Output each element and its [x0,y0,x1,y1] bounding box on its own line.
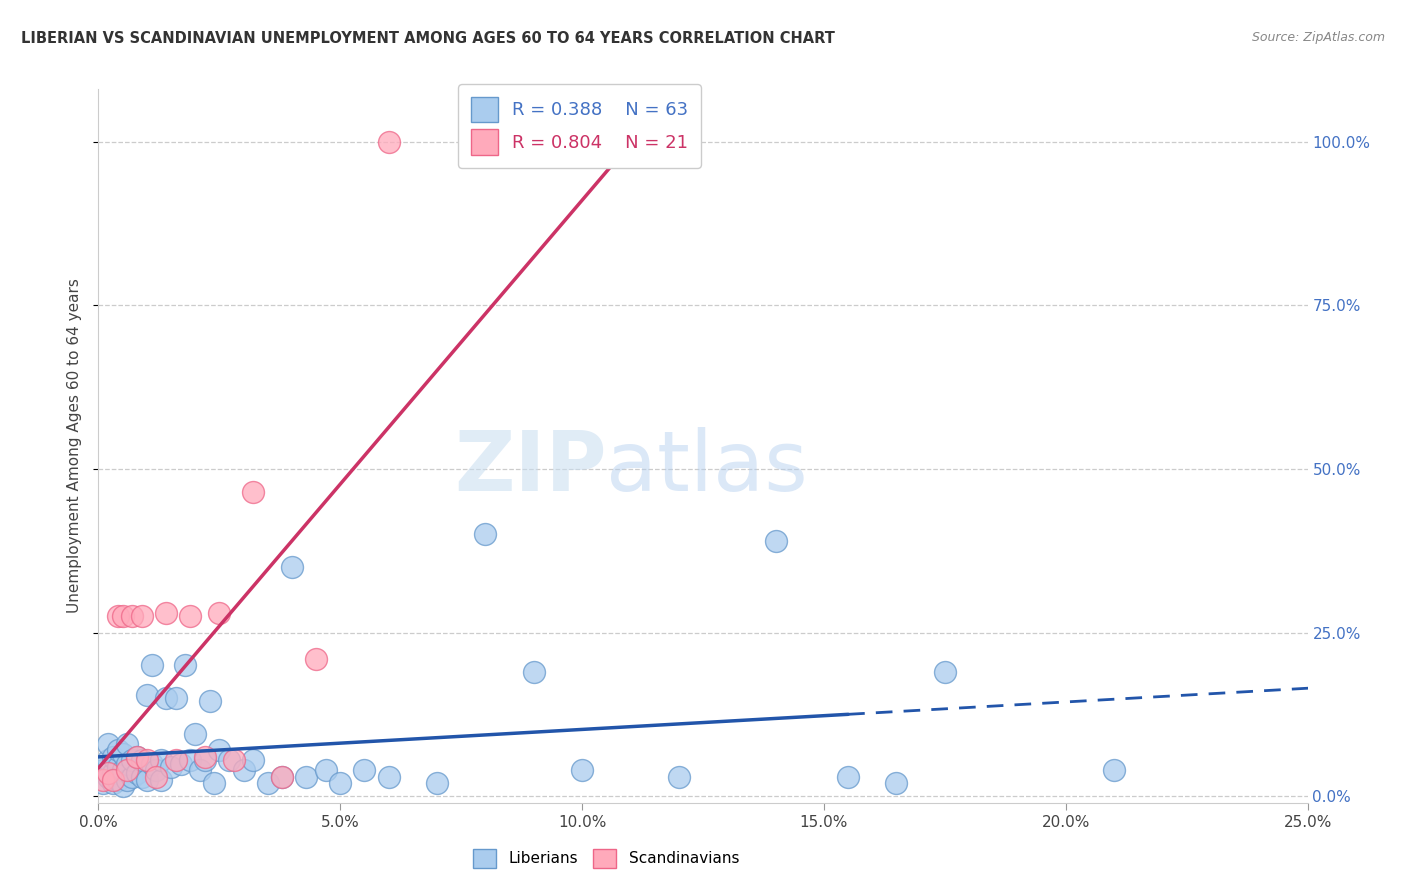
Point [208,606,231,620]
Point [135,688,157,702]
Point [837,770,859,784]
Point [377,770,399,784]
Point [179,753,201,767]
Point [111,763,134,777]
Point [141,658,163,673]
Text: atlas: atlas [606,427,808,508]
Point [165,691,187,706]
Point [127,766,149,780]
Y-axis label: Unemployment Among Ages 60 to 64 years: Unemployment Among Ages 60 to 64 years [67,278,83,614]
Point [145,763,167,777]
Point [377,135,399,149]
Point [179,609,201,624]
Point [117,772,139,787]
Point [1102,763,1125,777]
Point [117,756,139,771]
Point [121,770,143,784]
Point [474,527,496,541]
Point [145,770,167,784]
Point [353,763,375,777]
Point [155,606,177,620]
Point [107,760,129,774]
Point [165,753,187,767]
Point [765,533,787,548]
Point [117,763,139,777]
Point [668,770,690,784]
Point [150,772,173,787]
Point [121,609,143,624]
Point [160,760,183,774]
Point [135,753,157,767]
Point [97,737,120,751]
Point [222,753,245,767]
Point [188,763,211,777]
Point [131,609,153,624]
Point [107,772,129,787]
Point [131,770,153,784]
Point [271,770,294,784]
Point [155,691,177,706]
Point [194,750,217,764]
Point [127,750,149,764]
Point [305,652,328,666]
Point [315,763,337,777]
Point [101,776,124,790]
Point [91,763,114,777]
Point [242,484,264,499]
Point [198,694,221,708]
Text: LIBERIAN VS SCANDINAVIAN UNEMPLOYMENT AMONG AGES 60 TO 64 YEARS CORRELATION CHAR: LIBERIAN VS SCANDINAVIAN UNEMPLOYMENT AM… [21,31,835,46]
Point [107,743,129,757]
Point [523,665,546,679]
Point [934,665,956,679]
Point [194,753,217,767]
Point [97,753,120,767]
Point [218,753,240,767]
Point [117,737,139,751]
Point [127,750,149,764]
Point [101,766,124,780]
Point [111,780,134,794]
Point [121,753,143,767]
Point [329,776,352,790]
Point [101,772,124,787]
Point [169,756,191,771]
Point [886,776,908,790]
Point [174,658,197,673]
Text: Source: ZipAtlas.com: Source: ZipAtlas.com [1251,31,1385,45]
Point [97,766,120,780]
Point [184,727,207,741]
Point [204,776,226,790]
Point [426,776,449,790]
Point [295,770,318,784]
Point [91,772,114,787]
Text: ZIP: ZIP [454,427,606,508]
Point [97,770,120,784]
Point [135,772,157,787]
Point [281,560,304,574]
Point [111,747,134,761]
Point [208,743,231,757]
Point [107,609,129,624]
Point [131,753,153,767]
Point [271,770,294,784]
Point [101,750,124,764]
Point [91,776,114,790]
Point [256,776,278,790]
Point [150,753,173,767]
Point [141,756,163,771]
Point [571,763,593,777]
Point [242,753,264,767]
Point [111,609,134,624]
Point [232,763,254,777]
Legend: Liberians, Scandinavians: Liberians, Scandinavians [467,843,745,873]
